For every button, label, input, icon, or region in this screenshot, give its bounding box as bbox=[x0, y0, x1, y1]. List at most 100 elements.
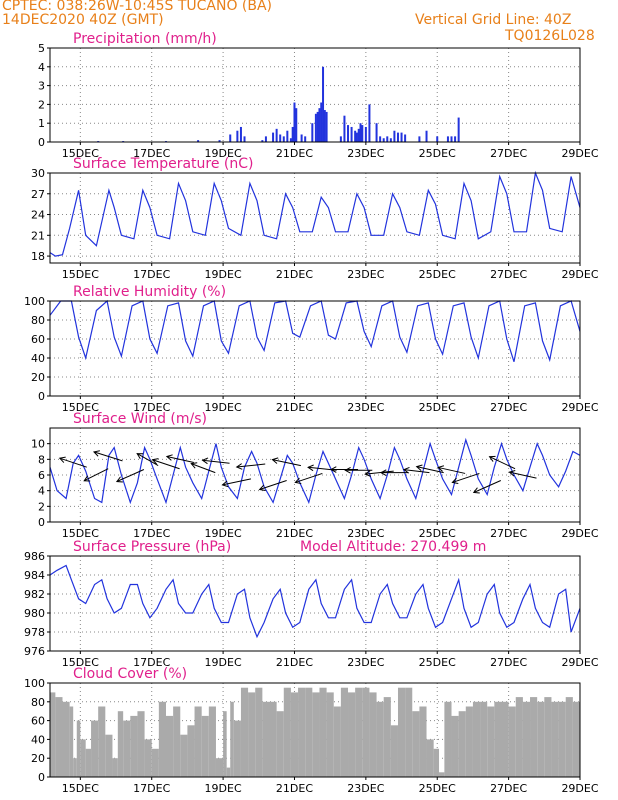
wind-vector-head bbox=[83, 475, 91, 482]
cloud-cover-bar bbox=[73, 758, 77, 777]
precip-bar bbox=[418, 136, 421, 142]
panel-title: Relative Humidity (%) bbox=[73, 284, 226, 300]
cloud-cover-bar bbox=[151, 748, 159, 777]
x-tick-label: 23DEC bbox=[347, 782, 384, 795]
wind-vector-head bbox=[364, 470, 371, 477]
x-tick-label: 29DEC bbox=[561, 656, 598, 669]
panel-pres: 976 978 980 982 984 986 15DEC 17DEC 19DEC 21DEC 23… bbox=[24, 539, 599, 669]
precip-bar bbox=[425, 130, 428, 142]
x-tick-label: 19DEC bbox=[205, 147, 242, 160]
precip-bar bbox=[304, 136, 307, 142]
precip-bar bbox=[368, 104, 371, 142]
cloud-cover-bar bbox=[255, 687, 263, 777]
precip-bar bbox=[300, 134, 303, 142]
precip-bar bbox=[361, 125, 364, 142]
cloud-cover-bar bbox=[290, 692, 299, 777]
cloud-cover-bar bbox=[276, 711, 284, 777]
precip-bar bbox=[350, 126, 353, 142]
cloud-cover-bar bbox=[419, 706, 427, 777]
cloud-cover-bar bbox=[85, 748, 92, 777]
x-tick-label: 29DEC bbox=[561, 782, 598, 795]
y-tick-label: 986 bbox=[24, 550, 45, 563]
precip-bar bbox=[325, 111, 328, 142]
cloud-cover-bar bbox=[515, 697, 523, 777]
cloud-cover-bar bbox=[123, 720, 131, 777]
cloud-cover-bar bbox=[472, 701, 481, 777]
precip-bar bbox=[393, 130, 396, 142]
precip-bar bbox=[382, 138, 385, 142]
cloud-cover-bar bbox=[501, 701, 509, 777]
x-tick-label: 19DEC bbox=[205, 401, 242, 414]
y-tick-label: 0 bbox=[38, 771, 45, 784]
precip-bar bbox=[311, 123, 314, 142]
cloud-cover-bar bbox=[412, 711, 420, 777]
y-tick-label: 6 bbox=[38, 469, 45, 482]
y-tick-label: 21 bbox=[31, 229, 45, 242]
cloud-cover-bar bbox=[508, 706, 516, 777]
x-tick-label: 27DEC bbox=[490, 782, 527, 795]
cloud-cover-bar bbox=[233, 720, 241, 777]
x-tick-label: 19DEC bbox=[205, 656, 242, 669]
header-grid-note: Vertical Grid Line: 40Z bbox=[415, 12, 572, 28]
x-tick-label: 15DEC bbox=[62, 527, 99, 540]
cloud-cover-bar bbox=[76, 720, 81, 777]
cloud-cover-bar bbox=[117, 711, 124, 777]
cloud-cover-bar bbox=[433, 748, 440, 777]
precip-bar bbox=[318, 108, 321, 142]
cloud-cover-bar bbox=[340, 687, 349, 777]
precip-bar bbox=[343, 115, 346, 142]
x-tick-label: 23DEC bbox=[347, 527, 384, 540]
cloud-cover-bar bbox=[355, 687, 363, 777]
cloud-cover-bar bbox=[390, 725, 398, 777]
cloud-cover-bar bbox=[55, 697, 63, 777]
precip-bar bbox=[450, 136, 453, 142]
wind-vector-head bbox=[221, 480, 229, 488]
x-tick-label: 21DEC bbox=[276, 401, 313, 414]
x-tick-label: 27DEC bbox=[490, 527, 527, 540]
cloud-cover-bar bbox=[439, 772, 445, 777]
precip-bar bbox=[279, 134, 282, 142]
wind-vector-shaft bbox=[152, 459, 180, 470]
wind-vector-head bbox=[136, 453, 144, 459]
panel-precip: 0 1 2 3 4 5 15DEC 17DEC 19DEC 21DEC 23DEC 25DEC 27DE… bbox=[38, 31, 599, 160]
wind-vector-shaft bbox=[403, 469, 430, 474]
cloud-cover-bar bbox=[158, 701, 166, 777]
y-tick-label: 2 bbox=[38, 98, 45, 111]
wind-vector-shaft bbox=[437, 466, 466, 474]
x-tick-label: 27DEC bbox=[490, 268, 527, 281]
y-tick-label: 10 bbox=[31, 438, 45, 451]
wind-vector-head bbox=[508, 469, 516, 477]
precip-bar bbox=[197, 140, 200, 142]
cloud-cover-bar bbox=[298, 687, 306, 777]
precip-bar bbox=[375, 123, 378, 142]
cloud-cover-bar bbox=[248, 692, 256, 777]
cloud-cover-bar bbox=[558, 701, 566, 777]
wind-vector-shaft bbox=[236, 463, 266, 468]
wind-vector-head bbox=[271, 457, 279, 464]
precip-bar bbox=[236, 130, 239, 142]
wind-vector-head bbox=[201, 457, 209, 465]
precip-bar bbox=[386, 136, 389, 142]
y-tick-label: 8 bbox=[38, 453, 45, 466]
panel-title: Surface Wind (m/s) bbox=[73, 411, 207, 427]
precip-bar bbox=[289, 138, 292, 142]
wind-vector-head bbox=[329, 466, 337, 473]
x-tick-label: 21DEC bbox=[276, 268, 313, 281]
rh-series-line bbox=[49, 299, 581, 363]
x-tick-label: 25DEC bbox=[419, 527, 456, 540]
y-tick-label: 80 bbox=[31, 314, 45, 327]
y-tick-label: 24 bbox=[31, 209, 45, 222]
y-tick-label: 18 bbox=[31, 250, 45, 263]
precip-bar bbox=[291, 126, 294, 142]
cloud-cover-bar bbox=[105, 734, 113, 777]
x-tick-label: 17DEC bbox=[133, 782, 170, 795]
cloud-cover-bar bbox=[369, 692, 377, 777]
cloud-cover-bar bbox=[565, 697, 573, 777]
cloud-cover-bar bbox=[201, 715, 209, 777]
precip-bar bbox=[357, 128, 360, 142]
precip-bar bbox=[322, 66, 325, 142]
wind-vector-head bbox=[165, 454, 173, 461]
x-tick-label: 21DEC bbox=[276, 782, 313, 795]
x-tick-label: 15DEC bbox=[62, 656, 99, 669]
wind-vector-head bbox=[379, 469, 387, 476]
